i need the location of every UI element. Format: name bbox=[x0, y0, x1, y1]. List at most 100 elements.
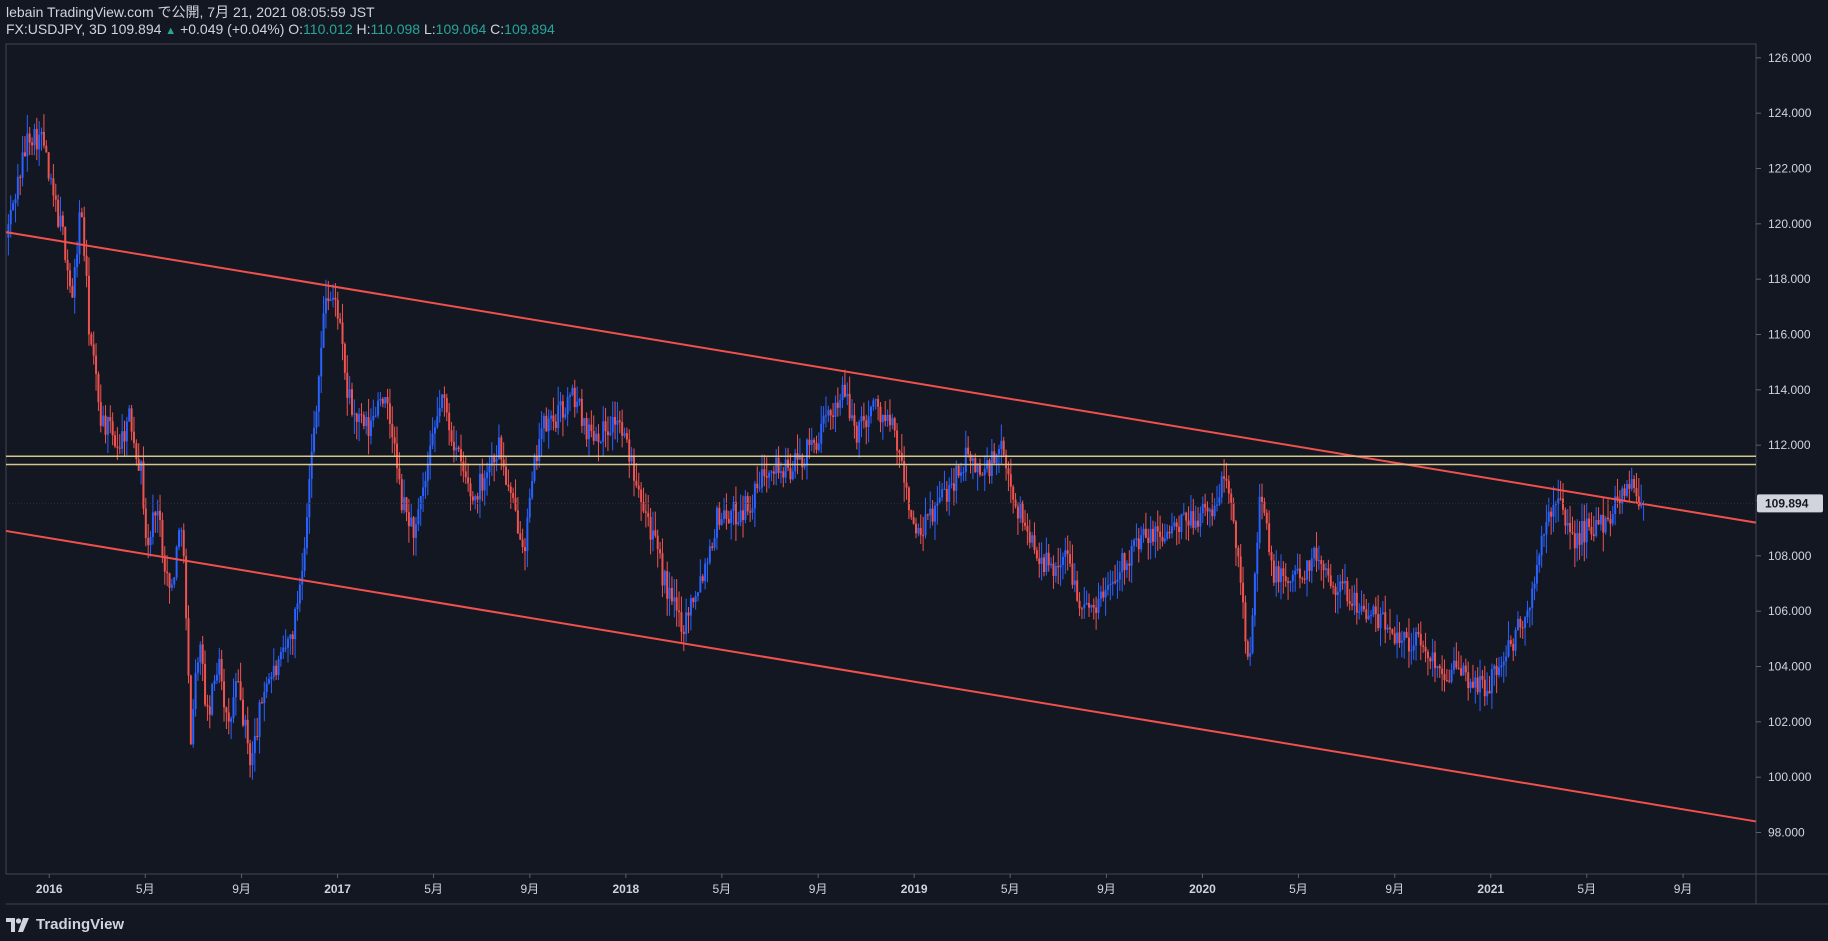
symbol-label[interactable]: FX:USDJPY, 3D bbox=[6, 21, 107, 37]
candle-body bbox=[462, 461, 465, 472]
candle-body bbox=[1355, 592, 1358, 613]
candle-body bbox=[1374, 606, 1377, 614]
chart-pane[interactable] bbox=[5, 43, 1757, 875]
candle-body bbox=[611, 416, 614, 433]
candle-body bbox=[867, 416, 870, 428]
candle-body bbox=[106, 417, 109, 435]
drawings bbox=[5, 231, 1757, 823]
candle-body bbox=[1125, 563, 1128, 570]
candle-body bbox=[305, 517, 308, 549]
candle-body bbox=[367, 417, 370, 437]
candle-body bbox=[438, 408, 441, 417]
candle-body bbox=[1509, 640, 1512, 644]
candle-body bbox=[1381, 612, 1384, 614]
candle-body bbox=[369, 420, 372, 437]
candle-body bbox=[57, 199, 60, 227]
candle-body bbox=[1237, 547, 1240, 557]
candle-body bbox=[784, 459, 787, 478]
candle-body bbox=[843, 384, 846, 397]
trendline-upper-channel[interactable] bbox=[5, 231, 1757, 524]
candle-body bbox=[580, 398, 583, 426]
candle-body bbox=[45, 145, 48, 153]
candle-body bbox=[1498, 667, 1501, 676]
candle-body bbox=[869, 406, 872, 417]
candle-body bbox=[1388, 627, 1391, 630]
candle-body bbox=[445, 397, 448, 413]
candle-body bbox=[123, 431, 126, 442]
candle-body bbox=[945, 489, 948, 502]
candle-body bbox=[808, 439, 811, 445]
candle-body bbox=[71, 286, 74, 298]
candle-body bbox=[1467, 672, 1470, 689]
x-tick-label: 5月 bbox=[713, 882, 732, 896]
candle-body bbox=[1393, 633, 1396, 644]
candle-body bbox=[1343, 580, 1346, 584]
candle-body bbox=[170, 584, 173, 588]
candle-body bbox=[888, 414, 891, 426]
candle-body bbox=[666, 571, 669, 599]
candle-body bbox=[1469, 681, 1472, 689]
candle-body bbox=[822, 415, 825, 424]
candle-body bbox=[782, 471, 785, 478]
candle-body bbox=[723, 510, 726, 520]
candle-body bbox=[159, 510, 162, 521]
candle-body bbox=[156, 510, 159, 516]
trendline-lower-channel[interactable] bbox=[5, 529, 1757, 823]
candle-body bbox=[1310, 558, 1313, 571]
candle-body bbox=[1178, 526, 1181, 533]
candle-body bbox=[132, 431, 135, 444]
candle-body bbox=[1211, 509, 1214, 517]
candle-body bbox=[569, 395, 572, 397]
candle-body bbox=[1275, 566, 1278, 583]
candle-body bbox=[1462, 665, 1465, 676]
candle-body bbox=[1109, 583, 1112, 586]
candle-body bbox=[429, 445, 432, 465]
candle-body bbox=[1455, 660, 1458, 668]
candle-body bbox=[85, 255, 88, 276]
last-price-badge bbox=[1757, 494, 1823, 513]
candle-body bbox=[602, 421, 605, 443]
candle-body bbox=[855, 425, 858, 443]
candle-body bbox=[839, 399, 842, 408]
candle-body bbox=[1431, 652, 1434, 662]
candle-body bbox=[950, 483, 953, 486]
candle-body bbox=[230, 718, 233, 722]
candle-body bbox=[1524, 617, 1527, 628]
candle-body bbox=[886, 414, 889, 421]
y-tick-label: 114.000 bbox=[1768, 383, 1811, 397]
candle-body bbox=[1054, 565, 1057, 576]
candle-body bbox=[215, 674, 218, 681]
candle-body bbox=[1071, 563, 1074, 585]
candle-body bbox=[1227, 480, 1230, 494]
candle-body bbox=[130, 408, 133, 432]
candle-body bbox=[1616, 496, 1619, 501]
candle-body bbox=[1009, 474, 1012, 487]
candle-body bbox=[938, 497, 941, 503]
candle-body bbox=[1640, 503, 1643, 507]
x-tick-label: 2017 bbox=[324, 882, 351, 896]
time-axis[interactable]: 2016 5月 9月 2017 5月 9月 2018 5月 9月 2019 5月 9月 2020 5月 9月… bbox=[36, 874, 1693, 896]
candle-body bbox=[573, 387, 576, 408]
candle-body bbox=[1185, 512, 1188, 521]
candle-body bbox=[1502, 661, 1505, 666]
tradingview-logo[interactable]: TradingView bbox=[6, 916, 124, 933]
candle-body bbox=[832, 415, 835, 417]
candle-body bbox=[490, 456, 493, 466]
candle-body bbox=[877, 399, 880, 407]
candle-body bbox=[486, 472, 489, 479]
price-axis[interactable]: 126.000 124.000 122.000 120.000 118.000 116.0… bbox=[1756, 51, 1812, 840]
candle-body bbox=[1301, 578, 1304, 580]
candle-body bbox=[623, 433, 626, 436]
candle-body bbox=[83, 217, 86, 256]
candle-body bbox=[208, 706, 211, 715]
candle-body bbox=[727, 518, 730, 524]
candle-body bbox=[386, 397, 389, 404]
candle-body bbox=[668, 587, 671, 599]
candle-body bbox=[1246, 641, 1249, 657]
candle-body bbox=[1059, 564, 1062, 568]
candle-body bbox=[66, 259, 69, 271]
candle-body bbox=[460, 449, 463, 462]
y-tick-label: 100.000 bbox=[1768, 770, 1812, 784]
candle-body bbox=[149, 537, 152, 546]
